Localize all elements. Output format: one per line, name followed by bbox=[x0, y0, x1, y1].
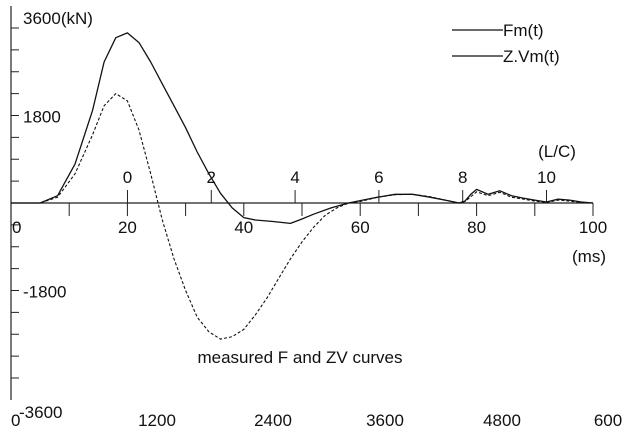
x-bottom-tick-label: 2400 bbox=[254, 411, 292, 430]
x-ms-tick-label: 0 bbox=[12, 218, 21, 237]
x-bottom-tick-label: 600 bbox=[594, 411, 622, 430]
x-ms-tick-label: 60 bbox=[351, 218, 370, 237]
x-lc-tick-label: 10 bbox=[537, 168, 556, 187]
x-ms-tick-label: 100 bbox=[579, 218, 607, 237]
x-lc-tick-label: 8 bbox=[458, 168, 467, 187]
y-tick-label: 1800 bbox=[23, 108, 61, 127]
series-line-fm bbox=[11, 32, 594, 225]
x-bottom-tick-label: 0 bbox=[11, 411, 20, 430]
x-ms-tick-label: 20 bbox=[118, 218, 137, 237]
y-tick-label: -1800 bbox=[23, 283, 66, 302]
series-line-zvm bbox=[11, 93, 594, 340]
x-lc-tick-label: 2 bbox=[207, 168, 216, 187]
chart-caption: measured F and ZV curves bbox=[197, 348, 402, 367]
x-bottom-tick-label: 3600 bbox=[366, 411, 404, 430]
x-lc-unit-label: (L/C) bbox=[538, 142, 576, 161]
x-lc-tick-label: 4 bbox=[290, 168, 299, 187]
y-tick-label: -3600 bbox=[19, 403, 62, 422]
x-ms-tick-label: 80 bbox=[467, 218, 486, 237]
x-ms-tick-label: 40 bbox=[234, 218, 253, 237]
x-bottom-tick-label: 4800 bbox=[483, 411, 521, 430]
y-axis-unit-label: 3600(kN) bbox=[23, 9, 93, 28]
x-bottom-tick-label: 1200 bbox=[138, 411, 176, 430]
x-ms-unit-label: (ms) bbox=[572, 247, 606, 266]
x-lc-tick-label: 0 bbox=[123, 168, 132, 187]
legend-label-zvm: Z.Vm(t) bbox=[503, 47, 560, 66]
x-lc-tick-label: 6 bbox=[374, 168, 383, 187]
legend-label-fm: Fm(t) bbox=[503, 21, 544, 40]
